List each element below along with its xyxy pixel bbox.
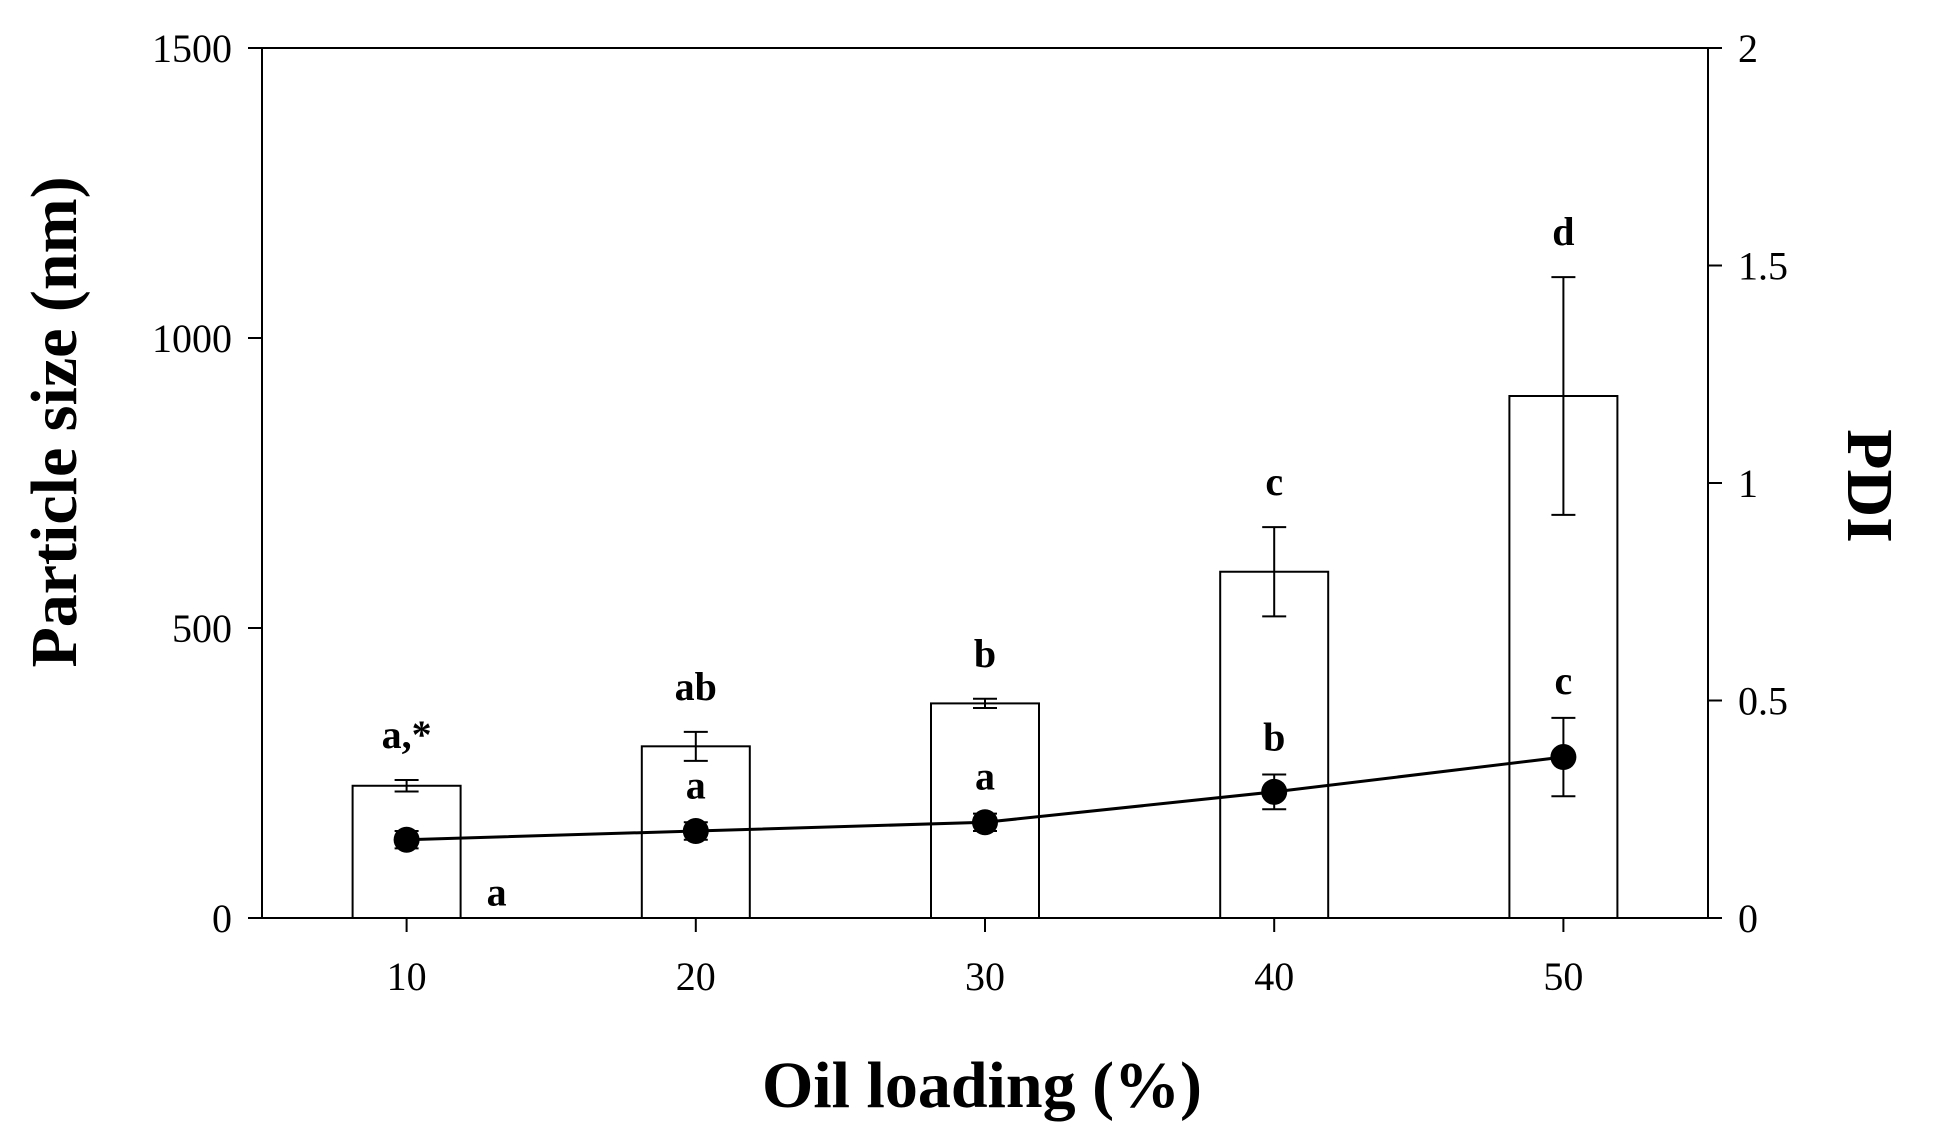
pdi-sig-label: b xyxy=(1263,714,1285,759)
y2-tick-label: 1 xyxy=(1738,461,1758,506)
y2-tick-label: 0 xyxy=(1738,896,1758,941)
y-axis-title: Particle size (nm) xyxy=(18,176,91,667)
x-tick-label: 30 xyxy=(965,954,1005,999)
bar-sig-label: d xyxy=(1552,209,1574,254)
y-tick-label: 0 xyxy=(212,896,232,941)
x-tick-label: 50 xyxy=(1543,954,1583,999)
x-tick-label: 20 xyxy=(676,954,716,999)
pdi-sig-label: a xyxy=(487,870,507,915)
pdi-sig-label: c xyxy=(1555,658,1573,703)
bar xyxy=(1219,570,1330,919)
bar-sig-label: ab xyxy=(675,664,717,709)
x-axis-title: Oil loading (%) xyxy=(762,1049,1202,1122)
pdi-point xyxy=(393,826,420,853)
pdi-point xyxy=(1550,744,1577,771)
bar-sig-label: c xyxy=(1265,459,1283,504)
pdi-sig-label: a xyxy=(975,754,995,799)
y2-tick-label: 0.5 xyxy=(1738,679,1788,724)
axes: 0 500 1000 1500 0 0.5 1 1.5 2 10 20 30 40 50 xyxy=(152,26,1788,999)
y2-tick-label: 2 xyxy=(1738,26,1758,71)
x-tick-label: 10 xyxy=(387,954,427,999)
x-tick-label: 40 xyxy=(1254,954,1294,999)
pdi-point xyxy=(1261,778,1288,805)
pdi-sig-label: a xyxy=(686,762,706,807)
y2-tick-label: 1.5 xyxy=(1738,244,1788,289)
pdi-point xyxy=(972,809,998,836)
y2-axis-title: PDI xyxy=(1833,429,1906,543)
bar-sig-label: a,* xyxy=(382,712,432,757)
y-tick-label: 1000 xyxy=(152,316,232,361)
bar-sig-label: b xyxy=(974,631,996,676)
pdi-layer xyxy=(393,716,1577,853)
y-tick-label: 1500 xyxy=(152,26,232,71)
y-tick-label: 500 xyxy=(172,606,232,651)
pdi-point xyxy=(682,818,709,844)
